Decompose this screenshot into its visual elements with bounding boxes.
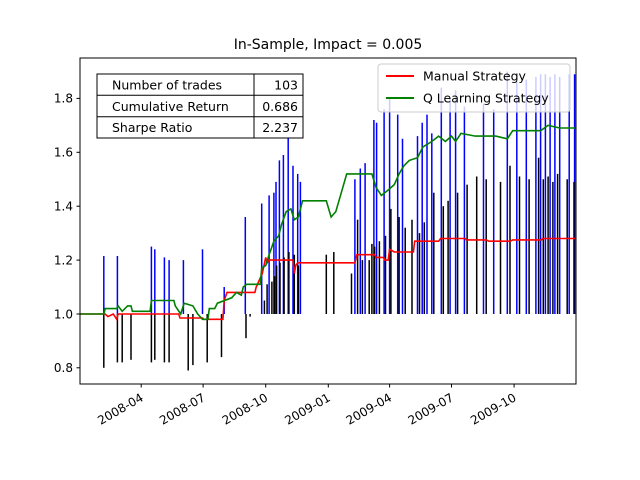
stats-row-return-value: 0.686 [262, 99, 298, 114]
stats-table: Number of trades 103 Cumulative Return 0… [96, 73, 304, 139]
y-tick-label: 1.6 [54, 146, 73, 160]
long-entry-lines [103, 71, 576, 314]
series-lines [80, 124, 576, 322]
legend-label-qlearning: Q Learning Strategy [423, 91, 549, 106]
short-entry-lines [103, 157, 575, 371]
y-axis: 0.8 1.0 1.2 1.4 1.6 1.8 [54, 92, 80, 375]
stats-row-sharpe-label: Sharpe Ratio [112, 120, 192, 135]
y-tick-label: 0.8 [54, 361, 73, 375]
y-tick-label: 1.2 [54, 253, 73, 267]
stats-row-return-label: Cumulative Return [112, 99, 229, 114]
legend: Manual Strategy Q Learning Strategy [377, 63, 571, 113]
chart-title: In-Sample, Impact = 0.005 [234, 37, 423, 53]
stats-table-border [96, 73, 304, 139]
y-tick-label: 1.0 [54, 307, 73, 321]
legend-box [377, 63, 571, 113]
stats-row-trades-label: Number of trades [112, 78, 222, 93]
stats-row-sharpe-value: 2.237 [262, 120, 298, 135]
y-tick-label: 1.8 [54, 92, 73, 106]
legend-label-manual: Manual Strategy [423, 69, 527, 84]
series-line-manual [80, 237, 576, 322]
series-line-qlearning [80, 124, 576, 321]
y-tick-label: 1.4 [54, 200, 73, 214]
stats-row-trades-value: 103 [274, 78, 298, 93]
